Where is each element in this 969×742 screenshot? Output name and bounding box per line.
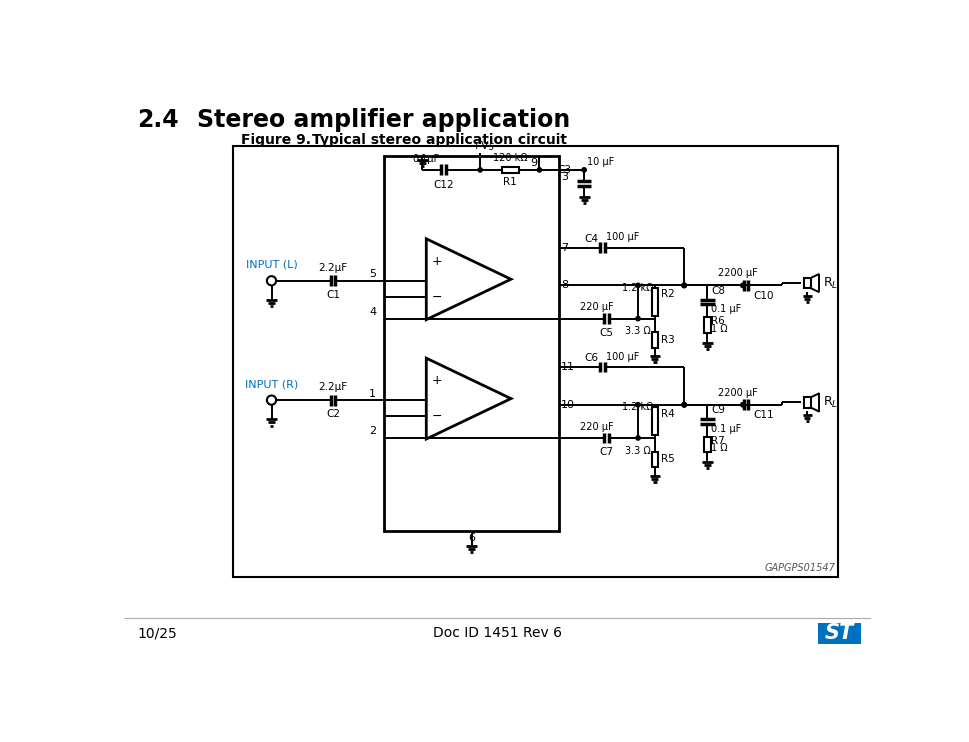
Bar <box>651 407 658 436</box>
Text: 7: 7 <box>560 243 568 252</box>
Circle shape <box>681 403 686 407</box>
Text: C11: C11 <box>753 410 773 420</box>
Text: GAPGPS01547: GAPGPS01547 <box>765 562 835 573</box>
Text: 1.2 kΩ: 1.2 kΩ <box>622 402 653 412</box>
Text: 3: 3 <box>560 172 568 183</box>
Text: 220 µF: 220 µF <box>579 303 613 312</box>
Text: C3: C3 <box>557 165 571 175</box>
Text: C2: C2 <box>326 410 340 419</box>
Text: 0.1µF: 0.1µF <box>412 154 439 164</box>
Text: 8: 8 <box>560 280 568 290</box>
Text: C10: C10 <box>753 291 773 301</box>
Bar <box>703 437 710 452</box>
Text: 3.3 Ω: 3.3 Ω <box>624 446 650 456</box>
Text: R1: R1 <box>503 177 516 187</box>
Text: 5: 5 <box>369 269 376 279</box>
Text: R7: R7 <box>710 436 724 446</box>
Text: R2: R2 <box>661 289 674 299</box>
Bar <box>818 623 860 644</box>
Text: 3.3 Ω: 3.3 Ω <box>624 326 650 336</box>
Text: 6: 6 <box>468 533 475 543</box>
Bar <box>803 278 810 288</box>
Text: 120 kΩ: 120 kΩ <box>492 153 527 163</box>
Circle shape <box>740 283 744 288</box>
Circle shape <box>681 403 686 407</box>
Bar <box>651 332 658 348</box>
Circle shape <box>681 283 686 288</box>
Polygon shape <box>425 239 511 320</box>
Text: 2: 2 <box>369 427 376 436</box>
Text: 100 µF: 100 µF <box>606 352 640 361</box>
Bar <box>384 156 558 531</box>
Text: 4: 4 <box>369 307 376 317</box>
Text: R6: R6 <box>710 316 724 326</box>
Text: C8: C8 <box>710 286 725 296</box>
Text: C9: C9 <box>710 405 725 416</box>
Text: Typical stereo application circuit: Typical stereo application circuit <box>312 133 567 147</box>
Text: R5: R5 <box>661 455 674 464</box>
Circle shape <box>581 168 585 172</box>
Text: 1 Ω: 1 Ω <box>710 324 727 334</box>
Text: −: − <box>431 410 442 423</box>
Text: R4: R4 <box>661 409 674 418</box>
Text: 2200 µF: 2200 µF <box>717 388 757 398</box>
Text: 2.2µF: 2.2µF <box>318 263 347 273</box>
Text: C4: C4 <box>584 234 598 243</box>
Text: 10: 10 <box>560 400 575 410</box>
Text: R$_L$: R$_L$ <box>822 275 837 291</box>
Circle shape <box>636 283 640 288</box>
Text: +: + <box>431 374 442 387</box>
Text: R3: R3 <box>661 335 674 345</box>
Text: C12: C12 <box>432 180 453 190</box>
Text: C7: C7 <box>599 447 612 457</box>
Text: 220 µF: 220 µF <box>579 421 613 432</box>
Text: ST: ST <box>825 623 854 643</box>
Text: Figure 9.: Figure 9. <box>240 133 310 147</box>
Text: C6: C6 <box>584 353 598 363</box>
Circle shape <box>681 283 686 288</box>
Text: +V$_S$: +V$_S$ <box>470 139 494 153</box>
Text: 1.2 kΩ: 1.2 kΩ <box>622 283 653 293</box>
Text: 1 Ω: 1 Ω <box>710 443 727 453</box>
Text: +: + <box>431 255 442 268</box>
Text: INPUT (L): INPUT (L) <box>245 260 297 270</box>
Text: 11: 11 <box>560 362 575 372</box>
Text: 2200 µF: 2200 µF <box>717 269 757 278</box>
Circle shape <box>681 403 686 407</box>
Text: C5: C5 <box>599 328 612 338</box>
Text: 0.1 µF: 0.1 µF <box>710 424 740 433</box>
Text: Doc ID 1451 Rev 6: Doc ID 1451 Rev 6 <box>432 626 561 640</box>
Text: 100 µF: 100 µF <box>606 232 640 242</box>
Bar <box>803 398 810 407</box>
Text: R$_L$: R$_L$ <box>822 395 837 410</box>
Circle shape <box>636 316 640 321</box>
Circle shape <box>266 395 276 404</box>
Circle shape <box>740 403 744 407</box>
Bar <box>233 146 837 577</box>
Circle shape <box>266 276 276 286</box>
Circle shape <box>636 436 640 440</box>
Polygon shape <box>425 358 511 439</box>
Bar <box>651 452 658 467</box>
Text: −: − <box>431 291 442 303</box>
Text: 2.4: 2.4 <box>138 108 179 131</box>
Text: 1: 1 <box>369 389 376 398</box>
Circle shape <box>478 168 482 172</box>
Text: INPUT (R): INPUT (R) <box>244 379 297 390</box>
Text: 10/25: 10/25 <box>138 626 177 640</box>
Circle shape <box>681 283 686 288</box>
Text: 9: 9 <box>529 158 537 168</box>
Circle shape <box>636 403 640 407</box>
Text: 10 µF: 10 µF <box>586 157 613 167</box>
Bar <box>703 318 710 332</box>
Text: 2.2µF: 2.2µF <box>318 382 347 393</box>
Text: C1: C1 <box>326 290 340 300</box>
Bar <box>651 288 658 316</box>
Text: 0.1 µF: 0.1 µF <box>710 304 740 315</box>
Circle shape <box>537 168 541 172</box>
Text: Stereo amplifier application: Stereo amplifier application <box>197 108 570 131</box>
Bar <box>501 167 518 173</box>
